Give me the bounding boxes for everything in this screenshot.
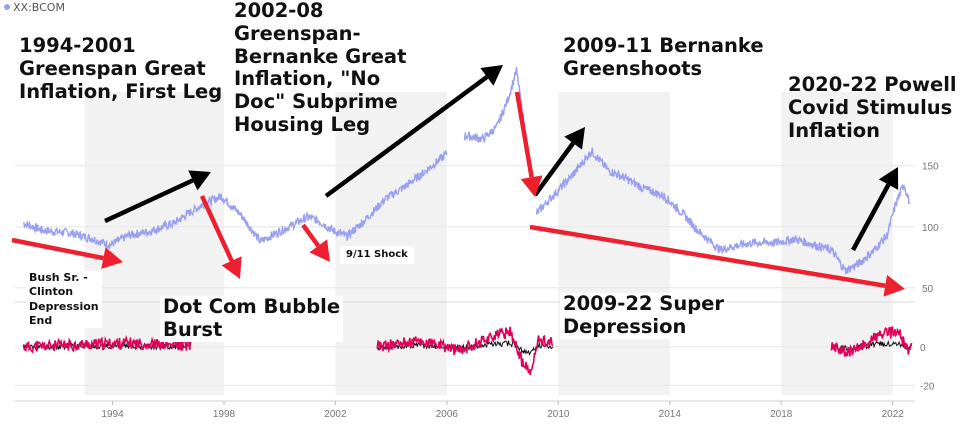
x-tick-label: 2002	[324, 409, 347, 420]
arrow-up-2020	[851, 167, 899, 252]
x-tick-label: 2006	[436, 409, 459, 420]
ticker-text: XX:BCOM	[13, 1, 65, 14]
x-tick-label: 2014	[659, 409, 682, 420]
price-tick-label: 150	[922, 162, 939, 173]
arrow-down-911	[301, 223, 330, 262]
arrow-up-2009	[533, 127, 585, 197]
price-line	[22, 66, 911, 275]
osc-fast-line-2	[830, 326, 913, 357]
annotation-911: 9/11 Shock	[340, 246, 414, 264]
shaded-band-2	[335, 92, 447, 395]
arrow-down-2008	[514, 91, 543, 197]
annotation-2009-22: 2009-22 Super Depression	[560, 292, 728, 339]
shaded-band-1	[112, 92, 224, 395]
x-tick-label: 2010	[547, 409, 570, 420]
arrow-up-2002	[324, 65, 503, 198]
x-tick-label: 1998	[213, 409, 236, 420]
ticker-label: XX:BCOM	[4, 1, 65, 14]
x-tick-label: 2022	[882, 409, 905, 420]
annotation-dotcom: Dot Com Bubble Burst	[160, 295, 344, 342]
annotation-1994-2001: 1994-2001 Greenspan Great Inflation, Fir…	[19, 34, 223, 103]
x-tick-label: 1994	[101, 409, 124, 420]
arrow-down-superdepression	[529, 224, 905, 297]
arrow-down-dotcom	[199, 195, 242, 279]
arrow-down-bush	[11, 237, 123, 269]
annotation-2002-08: 2002-08 Greenspan- Bernanke Great Inflat…	[234, 0, 407, 137]
arrow-up-1994	[104, 170, 211, 224]
price-tick-label: 50	[922, 284, 934, 295]
series-dot-icon	[4, 4, 10, 10]
osc-fast-line-1	[376, 326, 554, 376]
osc-fast-line-0	[22, 334, 192, 354]
annotation-2020-22: 2020-22 Powell Covid Stimulus Inflation	[788, 73, 957, 142]
price-tick-label: 100	[922, 223, 939, 234]
osc-tick-label: -20	[920, 381, 935, 392]
annotation-2009-11: 2009-11 Bernanke Greenshoots	[563, 34, 764, 80]
annotation-bush-clinton: Bush Sr. - Clinton Depression End	[26, 271, 102, 329]
x-tick-label: 2018	[770, 409, 793, 420]
osc-tick-label: 0	[920, 343, 926, 354]
